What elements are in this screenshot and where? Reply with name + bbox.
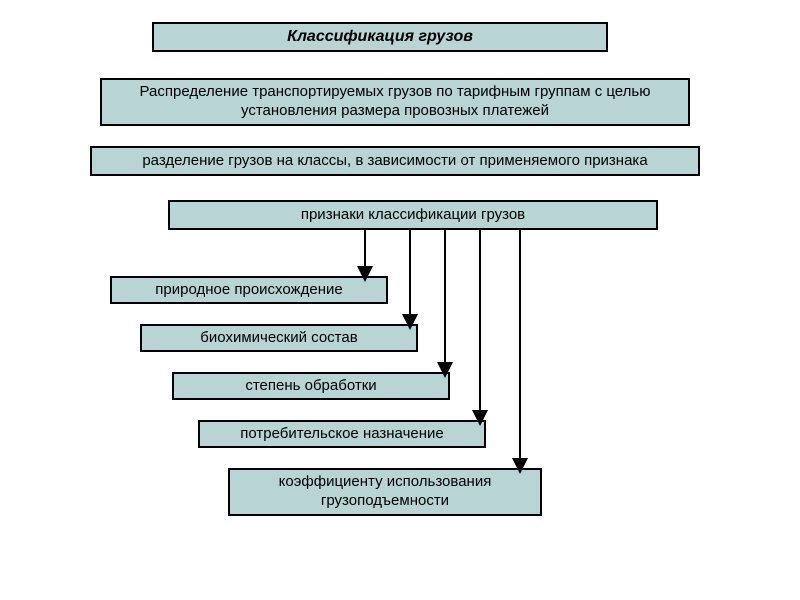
box-c3: степень обработки	[172, 372, 450, 400]
box-c2: биохимический состав	[140, 324, 418, 352]
box-criteria: признаки классификации грузов	[168, 200, 658, 230]
box-c4: потребительское назначение	[198, 420, 486, 448]
title-box: Классификация грузов	[152, 22, 608, 52]
box-desc2: разделение грузов на классы, в зависимос…	[90, 146, 700, 176]
box-c1: природное происхождение	[110, 276, 388, 304]
box-desc1: Распределение транспортируемых грузов по…	[100, 78, 690, 126]
box-c5: коэффициенту использования грузоподъемно…	[228, 468, 542, 516]
